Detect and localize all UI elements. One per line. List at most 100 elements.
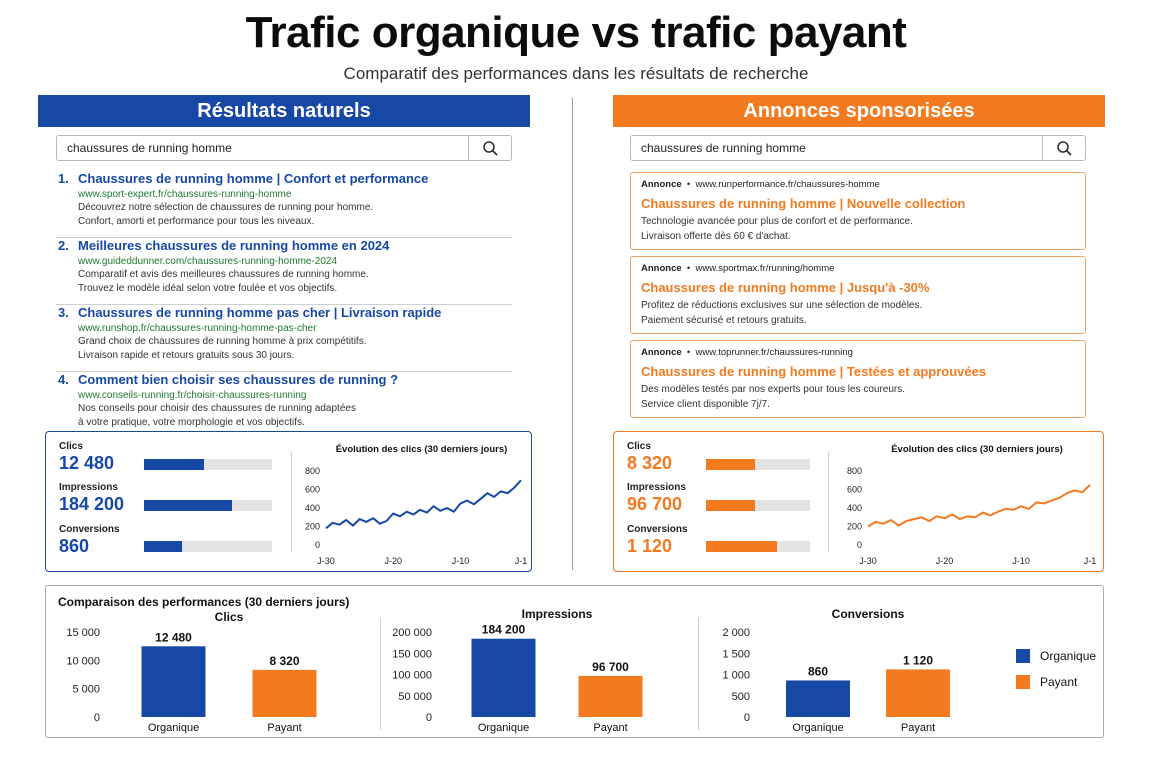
ad-title-link[interactable]: Chaussures de running homme | Jusqu'à -3… xyxy=(641,280,930,295)
y-tick-label: 50 000 xyxy=(398,691,432,703)
chart-title: Évolution des clics (30 derniers jours) xyxy=(336,444,508,455)
kpi-bar xyxy=(706,500,810,511)
bar-value-label: 184 200 xyxy=(482,623,526,637)
result-url[interactable]: www.conseils-running.fr/choisir-chaussur… xyxy=(78,390,307,401)
bar xyxy=(886,669,950,717)
y-tick-label: 200 xyxy=(847,522,862,532)
bar xyxy=(578,675,643,717)
organic-result[interactable]: 3. Chaussures de running homme pas cher … xyxy=(56,305,512,372)
ad-url[interactable]: www.toprunner.fr/chaussures-running xyxy=(695,347,853,358)
ad-tag: Annonce xyxy=(641,179,682,190)
chart-separator xyxy=(698,618,699,730)
series-line xyxy=(325,479,522,530)
result-url[interactable]: www.runshop.fr/chaussures-running-homme-… xyxy=(78,323,317,334)
result-url[interactable]: www.guideddunner.com/chaussures-running-… xyxy=(78,256,338,267)
kpi-conversions: Conversions 1 120 xyxy=(627,524,688,557)
ad-url[interactable]: www.sportmax.fr/running/homme xyxy=(695,263,835,274)
result-url[interactable]: www.sport-expert.fr/chaussures-running-h… xyxy=(78,189,292,200)
conversions-bar-chart: Conversions 0 500 1 000 1 500 2 000 860 Organiq… xyxy=(722,607,950,734)
x-tick-label: Organique xyxy=(792,722,843,734)
ad-description: Profitez de réductions exclusives sur un… xyxy=(641,300,923,311)
column-divider xyxy=(572,98,573,570)
result-rank: 3. xyxy=(58,305,69,320)
chart-title: Conversions xyxy=(832,607,905,621)
paid-search-query[interactable]: chaussures de running homme xyxy=(641,141,806,155)
organic-result[interactable]: 4. Comment bien choisir ses chaussures d… xyxy=(56,372,512,439)
ad-label-line: Annonce • www.sportmax.fr/running/homme xyxy=(641,263,835,274)
kpi-impressions: Impressions 96 700 xyxy=(627,482,686,515)
y-tick-label: 500 xyxy=(732,691,750,703)
page-title: Trafic organique vs trafic payant xyxy=(245,8,907,57)
kpi-bar-fill xyxy=(144,500,233,511)
bar-value-label: 8 320 xyxy=(269,654,299,668)
kpi-label: Impressions xyxy=(627,482,686,493)
legend-swatch xyxy=(1016,675,1030,689)
ad-tag: Annonce xyxy=(641,263,682,274)
legend-label: Organique xyxy=(1040,649,1097,663)
ad-description: Livraison offerte dès 60 € d'achat. xyxy=(641,231,791,242)
kpi-separator xyxy=(828,452,829,552)
y-tick-label: 150 000 xyxy=(392,648,432,660)
organic-search-query[interactable]: chaussures de running homme xyxy=(67,141,232,155)
y-tick-label: 400 xyxy=(305,503,320,513)
organic-search-bar[interactable]: chaussures de running homme xyxy=(56,135,512,161)
kpi-value: 860 xyxy=(59,536,90,556)
sponsored-ad[interactable]: Annonce • www.runperformance.fr/chaussur… xyxy=(630,172,1086,250)
organic-column: Résultats naturels chaussures de running… xyxy=(38,95,530,428)
kpi-label: Conversions xyxy=(59,524,120,535)
paid-banner: Annonces sponsorisées xyxy=(613,95,1105,127)
impressions-bar-chart: Impressions 0 50 000 100 000 150 000 200 000 1… xyxy=(392,607,643,734)
result-title-link[interactable]: Chaussures de running homme pas cher | L… xyxy=(78,305,442,320)
bar-value-label: 1 120 xyxy=(903,653,933,667)
paid-search-bar[interactable]: chaussures de running homme xyxy=(630,135,1086,161)
ad-title-link[interactable]: Chaussures de running homme | Nouvelle c… xyxy=(641,196,966,211)
chart-title: Impressions xyxy=(522,607,593,621)
ad-tag: Annonce xyxy=(641,347,682,358)
ad-description: Service client disponible 7j/7. xyxy=(641,399,770,410)
sponsored-ad[interactable]: Annonce • www.sportmax.fr/running/homme … xyxy=(630,256,1086,334)
result-description: Découvrez notre sélection de chaussures … xyxy=(78,202,374,213)
kpi-value: 96 700 xyxy=(627,494,683,514)
x-tick-label: Payant xyxy=(901,722,935,734)
x-tick-label: J-1 xyxy=(515,556,528,566)
organic-result[interactable]: 2. Meilleures chaussures de running homm… xyxy=(56,238,512,305)
y-tick-label: 0 xyxy=(744,712,750,724)
kpi-value: 12 480 xyxy=(59,453,115,473)
x-tick-label: J-30 xyxy=(859,556,877,566)
result-title-link[interactable]: Comment bien choisir ses chaussures de r… xyxy=(78,372,399,387)
paid-column: Annonces sponsorisées chaussures de runn… xyxy=(613,95,1105,418)
result-title-link[interactable]: Chaussures de running homme | Confort et… xyxy=(78,171,429,186)
bar xyxy=(786,680,850,717)
y-tick-label: 0 xyxy=(426,712,432,724)
y-tick-label: 600 xyxy=(847,485,862,495)
x-tick-label: J-10 xyxy=(1012,556,1030,566)
chart-title: Clics xyxy=(215,610,244,624)
organic-clicks-line-chart: Évolution des clics (30 derniers jours) 0… xyxy=(305,444,528,566)
ad-url[interactable]: www.runperformance.fr/chaussures-homme xyxy=(695,179,880,190)
y-tick-label: 10 000 xyxy=(66,655,100,667)
result-rank: 4. xyxy=(58,372,69,387)
kpi-bar-fill xyxy=(144,541,183,552)
x-tick-label: J-20 xyxy=(384,556,402,566)
kpi-bar-fill xyxy=(144,459,205,470)
y-tick-label: 800 xyxy=(305,466,320,476)
y-tick-label: 1 500 xyxy=(722,648,750,660)
x-tick-label: Organique xyxy=(478,722,529,734)
kpi-impressions: Impressions 184 200 xyxy=(59,482,124,515)
kpi-bar xyxy=(144,541,272,552)
y-tick-label: 0 xyxy=(315,540,320,550)
x-tick-label: Payant xyxy=(593,722,627,734)
y-tick-label: 200 xyxy=(305,522,320,532)
comparison-title: Comparaison des performances (30 dernier… xyxy=(58,595,350,609)
x-tick-label: Payant xyxy=(267,722,301,734)
organic-result[interactable]: 1. Chaussures de running homme | Confort… xyxy=(56,171,512,238)
kpi-bar xyxy=(144,500,272,511)
paid-search-button[interactable] xyxy=(1042,136,1085,160)
sponsored-ad[interactable]: Annonce • www.toprunner.fr/chaussures-ru… xyxy=(630,340,1086,418)
y-tick-label: 0 xyxy=(857,540,862,550)
kpi-bar-fill xyxy=(706,500,755,511)
organic-search-button[interactable] xyxy=(468,136,511,160)
result-title-link[interactable]: Meilleures chaussures de running homme e… xyxy=(78,238,390,253)
ad-title-link[interactable]: Chaussures de running homme | Testées et… xyxy=(641,364,987,379)
kpi-label: Impressions xyxy=(59,482,118,493)
